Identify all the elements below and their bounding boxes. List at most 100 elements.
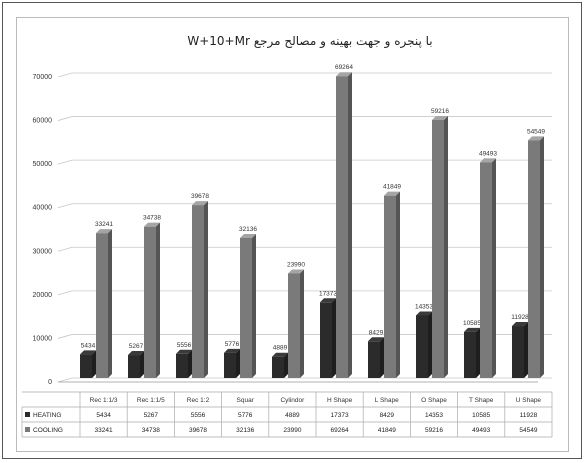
y-tick-label: 20000 [33,292,53,299]
table-cell-cooling: 39678 [189,427,207,434]
x-category-label: Rec 1:1/3 [90,397,118,404]
bar-side-cooling [252,233,256,378]
bar-top-cooling [480,158,496,163]
bar-cooling [528,140,540,378]
bar-side-cooling [492,158,496,378]
x-category-label: O Shape [421,397,447,404]
x-category-label: H Shape [327,397,353,404]
bar-side-cooling [204,201,208,378]
table-cell-heating: 5434 [96,412,111,419]
gridline-skew [57,377,73,383]
y-tick-label: 40000 [33,205,53,212]
table-cell-heating: 4889 [285,412,300,419]
bar-side-heating [92,350,96,378]
bar-top-cooling [240,233,256,238]
bar-side-heating [284,352,288,378]
y-tick-label: 60000 [33,118,53,125]
bar-top-cooling [432,115,448,120]
x-category-label: Squar [237,397,255,404]
bar-cooling [240,237,252,378]
bar-side-cooling [108,229,112,378]
data-label-heating: 11928 [511,314,529,321]
gridline-skew [57,290,73,296]
data-label-heating: 14353 [415,303,433,310]
bar-top-heating [368,337,384,342]
bar-top-cooling [288,269,304,274]
bar-top-cooling [96,229,112,234]
data-label-cooling: 34738 [143,215,161,222]
gridline-skew [57,203,73,209]
x-category-label: Rec 1:2 [187,397,210,404]
data-label-heating: 5434 [81,342,96,349]
bar-top-cooling [384,191,400,196]
data-label-cooling: 41849 [383,184,401,191]
legend-label-heating: HEATING [33,412,61,419]
table-cell-cooling: 41849 [378,427,396,434]
data-label-cooling: 33241 [95,221,113,228]
bar-side-heating [140,351,144,378]
bar-side-heating [188,349,192,378]
data-label-cooling: 32136 [239,226,257,233]
table-cell-heating: 11928 [520,412,538,419]
chart-title: با پنجره و جهت بهینه و مصالح مرجع W+10+M… [187,34,432,49]
bar-cooling [432,119,444,378]
x-category-label: T Shape [469,397,494,404]
bar-side-heating [380,337,384,378]
table-cell-cooling: 69264 [331,427,349,434]
table-cell-cooling: 59216 [425,427,443,434]
y-tick-label: 50000 [33,161,53,168]
data-label-cooling: 39678 [191,193,209,200]
legend-key-heating [25,412,30,417]
bar-top-heating [128,351,144,356]
table-cell-heating: 10585 [472,412,490,419]
bars: 5434 33241 5267 34738 5556 39678 5776 32136 4889… [80,64,545,379]
bar-heating [272,356,284,378]
gridline-skew [57,72,73,78]
bar-side-heating [524,322,528,378]
bar-heating [416,315,428,378]
bar-side-cooling [300,269,304,378]
data-label-cooling: 59216 [431,108,449,115]
bar-side-heating [476,327,480,378]
bar-cooling [96,233,108,378]
data-label-heating: 5776 [225,341,240,348]
bar-top-cooling [144,222,160,227]
x-category-label: Cylindor [280,397,305,404]
bar-top-cooling [192,201,208,206]
bar-heating [80,354,92,378]
bar-top-heating [464,327,480,332]
chart-area-border [16,17,569,452]
bar-top-cooling [336,72,352,77]
table-cell-cooling: 23990 [283,427,301,434]
data-label-cooling: 49493 [479,150,497,157]
bar-heating [224,352,236,378]
bar-side-cooling [540,136,544,378]
y-tick-label: 70000 [33,74,53,81]
bar-cooling [480,162,492,378]
bar-top-heating [80,350,96,355]
table-cell-heating: 5556 [191,412,206,419]
data-label-heating: 8429 [369,329,384,336]
bar-cooling [288,273,300,378]
data-table: Rec 1:1/3 Rec 1:1/5 Rec 1:2 Squar Cylindor H … [21,391,553,438]
table-cell-heating: 17373 [331,412,349,419]
y-tick-label: 30000 [33,248,53,255]
data-label-heating: 4889 [273,345,288,352]
bar-side-heating [332,298,336,378]
legend-label-cooling: COOLING [33,427,63,434]
gridline-skew [57,159,73,165]
x-category-label: L Shape [375,397,399,404]
gridline-skew [57,246,73,252]
bar-cooling [192,205,204,378]
table-cell-heating: 14353 [425,412,443,419]
bar-side-cooling [444,115,448,378]
data-label-cooling: 69264 [335,64,353,71]
bar-heating [176,353,188,378]
bar-side-heating [428,311,432,378]
bar-cooling [384,195,396,378]
x-category-label: Rec 1:1/5 [137,397,165,404]
bar-side-heating [236,348,240,378]
table-cell-cooling: 49493 [472,427,490,434]
gridline-skew [57,116,73,121]
data-label-heating: 5556 [177,342,192,349]
